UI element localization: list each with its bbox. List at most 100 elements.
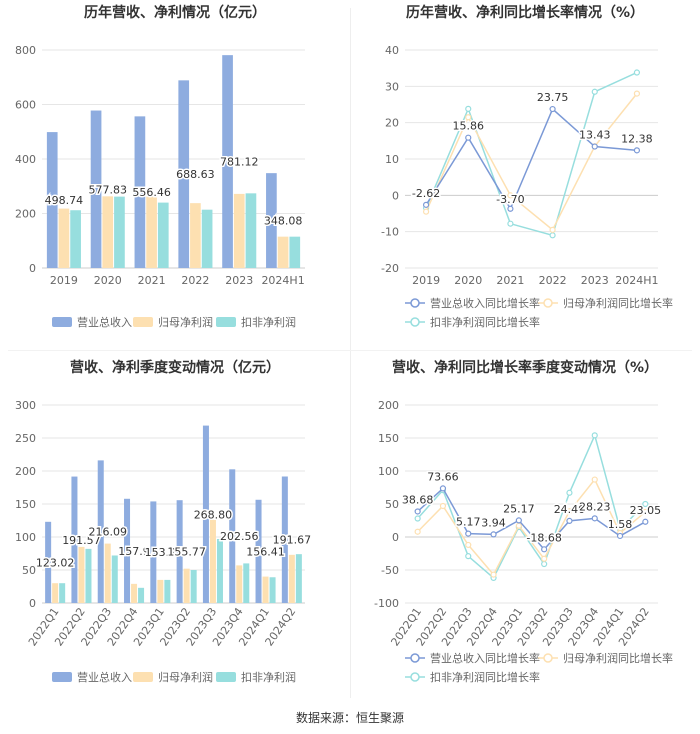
data-label: 153.9 bbox=[145, 546, 177, 559]
bar-deducted-profit bbox=[295, 554, 302, 603]
x-tick-label: 2023 bbox=[581, 274, 609, 287]
legend-label: 营业总收入 bbox=[77, 315, 132, 329]
data-label: 191.67 bbox=[273, 534, 312, 547]
x-tick-label: 2021 bbox=[138, 274, 166, 287]
data-point bbox=[439, 502, 447, 510]
bar-deducted-profit bbox=[216, 538, 223, 603]
legend-marker bbox=[410, 317, 420, 327]
data-point bbox=[465, 105, 472, 112]
data-source: 数据来源：恒生聚源 bbox=[295, 711, 404, 725]
legend-label: 归母净利润同比增长率 bbox=[563, 296, 673, 310]
bar-revenue bbox=[202, 425, 209, 603]
data-point bbox=[633, 147, 641, 154]
data-point bbox=[439, 485, 447, 492]
bar-revenue bbox=[150, 501, 157, 603]
series-line-1 bbox=[425, 93, 638, 232]
bar-revenue bbox=[178, 80, 190, 268]
data-point bbox=[642, 500, 649, 508]
legend-label: 扣非净利润同比增长率 bbox=[430, 670, 540, 684]
bar-deducted-profit bbox=[269, 577, 276, 603]
bar-revenue bbox=[90, 110, 102, 269]
series-line-2 bbox=[425, 71, 638, 237]
y-tick-label: 50 bbox=[22, 564, 36, 577]
data-label: 268.80 bbox=[194, 508, 233, 521]
bar-net-profit bbox=[157, 579, 164, 603]
bar-deducted-profit bbox=[70, 210, 81, 268]
data-point bbox=[541, 560, 548, 568]
legend-marker bbox=[410, 672, 420, 682]
x-tick-label: 2022 bbox=[181, 274, 209, 287]
legend-label: 归母净利润同比增长率 bbox=[563, 651, 673, 665]
data-point bbox=[549, 226, 556, 233]
bar-net-profit bbox=[58, 208, 70, 268]
bar-deducted-profit bbox=[201, 209, 213, 268]
data-point bbox=[591, 143, 598, 150]
y-tick-label: 200 bbox=[15, 208, 36, 221]
data-point bbox=[591, 476, 598, 483]
data-label: 123.02 bbox=[36, 556, 75, 569]
x-tick-label: 2022 bbox=[539, 274, 567, 287]
x-tick-label: 2020 bbox=[454, 274, 482, 287]
bar-net-profit bbox=[131, 583, 138, 603]
data-label: 556.46 bbox=[132, 186, 171, 199]
bar-net-profit bbox=[277, 236, 289, 268]
data-label: 12.38 bbox=[621, 132, 653, 145]
y-tick-label: 250 bbox=[15, 432, 36, 445]
bar-revenue bbox=[229, 469, 236, 603]
data-label: 191.57 bbox=[62, 534, 101, 547]
x-tick-label: 2019 bbox=[50, 274, 78, 287]
data-point bbox=[566, 489, 573, 496]
y-tick-label: 100 bbox=[378, 465, 399, 478]
y-tick-label: 400 bbox=[15, 153, 36, 166]
y-tick-label: -20 bbox=[381, 262, 399, 275]
y-tick-label: 300 bbox=[15, 399, 36, 412]
data-point bbox=[566, 517, 573, 524]
bar-revenue bbox=[255, 499, 262, 603]
data-label: 156.41 bbox=[246, 545, 285, 558]
bar-deducted-profit bbox=[114, 196, 125, 268]
data-point bbox=[541, 555, 548, 562]
data-label: 202.56 bbox=[220, 530, 259, 543]
y-tick-label: -100 bbox=[374, 597, 399, 610]
bar-deducted-profit bbox=[157, 202, 169, 268]
data-point bbox=[490, 571, 497, 578]
legend-swatch bbox=[52, 317, 72, 327]
bar-net-profit bbox=[102, 196, 114, 268]
chart-title: 营收、净利季度变动情况（亿元） bbox=[70, 359, 280, 376]
data-point bbox=[507, 192, 514, 199]
bar-revenue bbox=[134, 116, 146, 268]
bar-net-profit bbox=[236, 565, 243, 603]
bar-revenue bbox=[222, 55, 233, 268]
bar-revenue bbox=[45, 521, 52, 603]
legend-swatch bbox=[133, 672, 153, 682]
data-point bbox=[422, 208, 430, 215]
data-point bbox=[541, 546, 548, 553]
data-point bbox=[549, 232, 556, 239]
data-point bbox=[414, 508, 421, 515]
bar-revenue bbox=[46, 132, 58, 268]
data-point bbox=[465, 541, 472, 549]
legend-swatch bbox=[52, 672, 72, 682]
data-point bbox=[566, 508, 573, 515]
legend-swatch bbox=[133, 317, 153, 327]
annual-bar-chart-svg: 历年营收、净利情况（亿元） 0 200 400 600 800 2019 2020 2021 20… bbox=[15, 4, 305, 329]
bar-deducted-profit bbox=[245, 193, 257, 268]
bar-net-profit bbox=[209, 519, 216, 603]
series-line-1 bbox=[417, 478, 646, 576]
bar-deducted-profit bbox=[243, 563, 250, 603]
data-label: 157.9 bbox=[118, 545, 150, 558]
y-tick-label: 0 bbox=[392, 189, 399, 202]
data-point bbox=[465, 114, 472, 121]
data-point bbox=[422, 201, 430, 208]
data-point bbox=[633, 69, 641, 76]
legend-label: 营业总收入同比增长率 bbox=[430, 296, 540, 310]
data-point bbox=[642, 518, 649, 525]
bar-net-profit bbox=[104, 543, 111, 603]
bar-revenue bbox=[124, 498, 131, 603]
y-tick-label: 50 bbox=[385, 498, 399, 511]
bar-revenue bbox=[266, 173, 277, 268]
bar-deducted-profit bbox=[111, 555, 118, 603]
series-line-2 bbox=[417, 433, 646, 580]
data-point bbox=[465, 530, 472, 537]
y-tick-label: 200 bbox=[378, 399, 399, 412]
